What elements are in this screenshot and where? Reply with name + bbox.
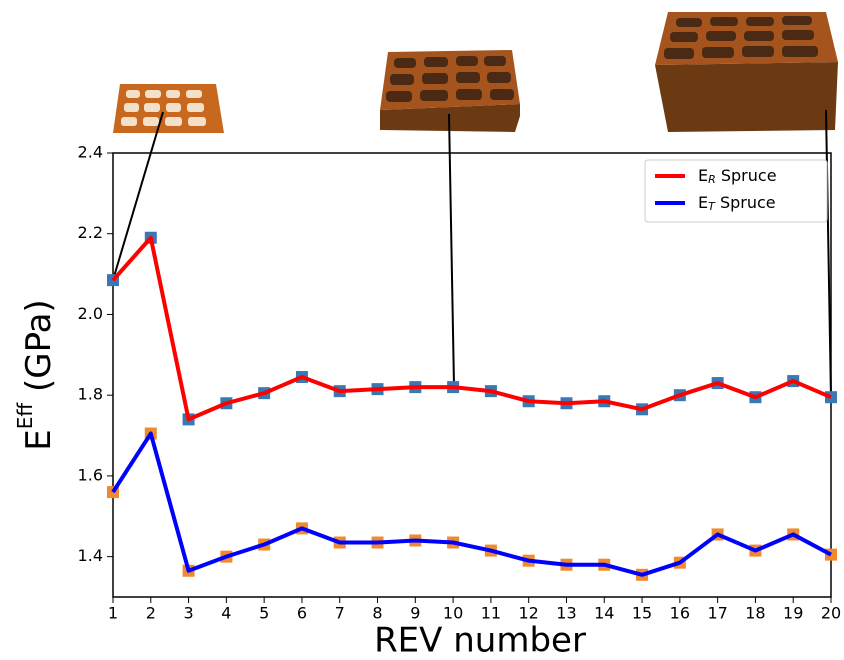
x-tick-label: 5 [259,604,269,623]
legend-rest: Spruce [721,166,777,185]
legend-label: ER Spruce [698,166,777,187]
legend-label: ET Spruce [698,193,776,214]
plot-frame [112,152,832,598]
inset-small [113,84,224,133]
x-tick-label: 12 [519,604,539,623]
legend-box [644,159,828,223]
y-tick-label: 1.8 [78,385,103,404]
x-tick-label: 7 [335,604,345,623]
legend-sub: T [708,200,716,213]
x-tick-label: 6 [297,604,307,623]
x-tick-label: 15 [632,604,652,623]
x-tick-label: 9 [410,604,420,623]
x-tick-label: 4 [221,604,231,623]
y-axis-label: EEff (GPa) [13,299,59,450]
legend-base: E [698,193,708,212]
x-tick-label: 20 [821,604,841,623]
y-label-base: E [19,429,59,450]
x-tick-label: 3 [183,604,193,623]
y-label-sup: Eff [13,402,37,430]
y-label-rest: (GPa) [19,299,59,392]
series-line [111,235,832,422]
y-tick-label: 1.4 [78,546,103,565]
x-tick-label: 1 [108,604,118,623]
x-tick-label: 18 [745,604,765,623]
inset-large [655,12,838,132]
inset-medium [380,50,520,132]
x-tick-label: 19 [783,604,803,623]
series-line [111,431,832,577]
x-tick-label: 11 [481,604,501,623]
x-tick-label: 2 [146,604,156,623]
legend-base: E [698,166,708,185]
x-tick-label: 8 [372,604,382,623]
x-tick-label: 14 [594,604,614,623]
x-tick-label: 13 [556,604,576,623]
inset-connectors [112,109,832,399]
y-tick-label: 2.0 [78,304,103,323]
y-tick-label: 2.4 [78,143,103,162]
legend-sub: R [708,173,716,186]
x-tick-label: 10 [443,604,463,623]
x-axis-label: REV number [374,621,586,660]
y-tick-label: 1.6 [78,465,103,484]
y-tick-label: 2.2 [78,223,103,242]
x-tick-label: 16 [670,604,690,623]
legend-rest: Spruce [720,193,776,212]
x-tick-label: 17 [707,604,727,623]
